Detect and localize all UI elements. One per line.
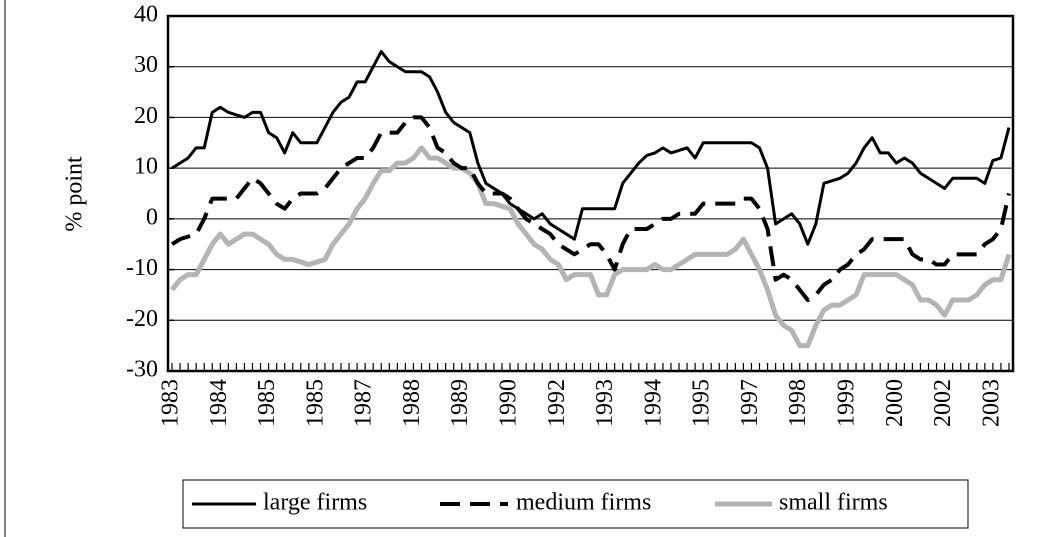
- legend-label: small firms: [779, 490, 888, 516]
- x-tick-label: 1992: [544, 379, 570, 427]
- x-tick-label: 1983: [158, 379, 184, 427]
- series-line: [170, 115, 1011, 302]
- x-tick-label: 2002: [930, 379, 956, 427]
- x-tick-label: 1994: [640, 379, 666, 427]
- x-tick-label: 1993: [592, 379, 618, 427]
- y-tick-label: 0: [146, 204, 158, 230]
- y-axis-label: % point: [62, 156, 88, 232]
- x-tick-label: 1997: [737, 379, 763, 427]
- y-tick-label: 20: [134, 103, 158, 129]
- series-line: [170, 145, 1012, 349]
- x-tick-label: 1984: [206, 379, 232, 427]
- x-tick-label: 1999: [834, 379, 860, 427]
- y-tick-label: 40: [134, 2, 158, 28]
- x-tick-label: 2000: [882, 379, 908, 427]
- x-tick-label: 1995: [689, 379, 715, 427]
- legend-label: medium firms: [516, 490, 651, 516]
- series-line: [171, 50, 1011, 246]
- x-tick-label: 1988: [399, 379, 425, 427]
- y-tick-label: 30: [134, 52, 158, 78]
- x-tick-label: 1985: [254, 379, 280, 427]
- y-tick-label: -30: [126, 357, 158, 383]
- x-tick-label: 1985: [302, 379, 328, 427]
- y-tick-label: -10: [126, 255, 158, 281]
- x-tick-label: 1989: [447, 379, 473, 427]
- x-tick-label: 1987: [351, 379, 377, 427]
- x-tick-label: 1990: [496, 379, 522, 427]
- x-tick-label: 2003: [978, 379, 1004, 427]
- legend-box: [182, 479, 969, 529]
- y-tick-label: -20: [126, 306, 158, 332]
- x-tick-label: 1998: [785, 379, 811, 427]
- plot-border: [166, 14, 1015, 373]
- legend-label: large firms: [263, 490, 367, 516]
- y-tick-label: 10: [134, 154, 158, 180]
